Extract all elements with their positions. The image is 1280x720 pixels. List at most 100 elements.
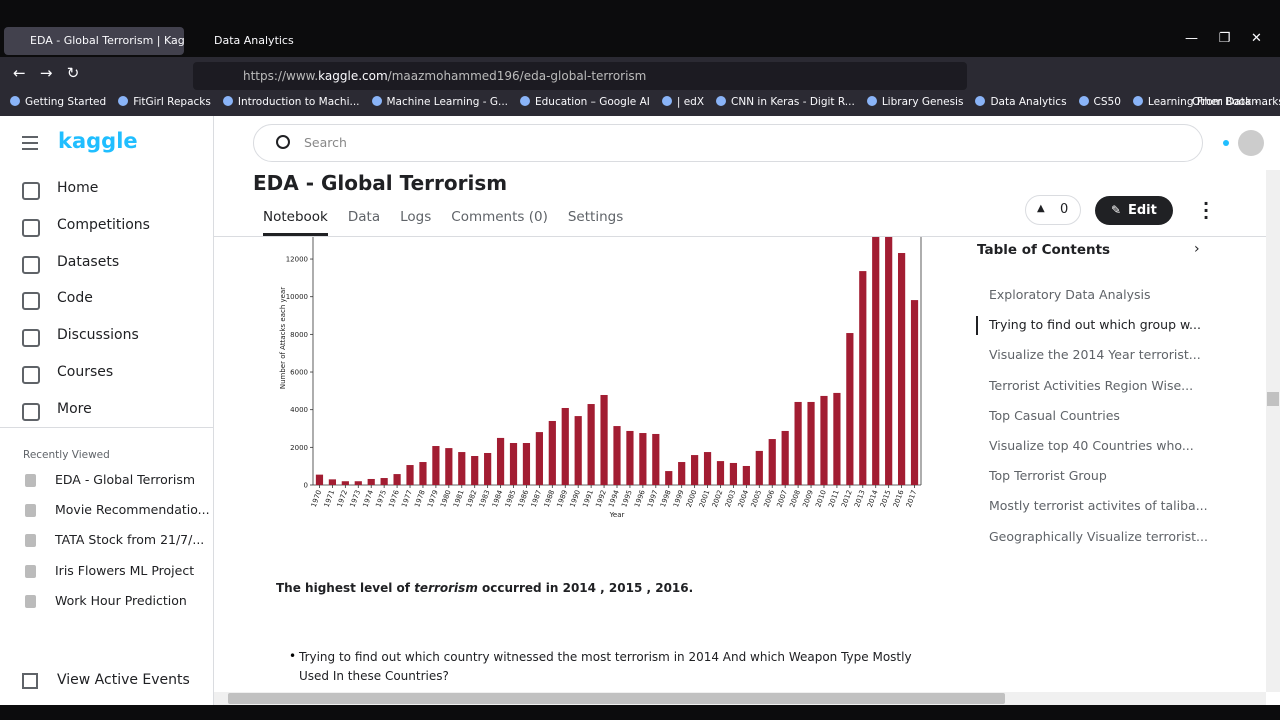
more-menu[interactable]: · · · [1203,194,1210,227]
bar [833,392,841,485]
bar [587,404,595,485]
upvote-arrow[interactable]: ▲ [1037,203,1045,214]
x-tick-label: 1995 [620,489,634,508]
toc-item[interactable]: Exploratory Data Analysis [989,287,1151,302]
x-tick-label: 2002 [711,489,725,508]
notebook-tab[interactable]: Settings [567,209,624,225]
bar [328,479,337,485]
window-controls[interactable]: — ❐ ✕ [1185,31,1262,46]
bookmark[interactable]: CS50 [1079,96,1121,108]
bar [432,446,440,485]
nav-item[interactable]: Code [57,290,93,307]
bookmark[interactable]: Library Genesis [867,96,964,108]
v-scroll-thumb[interactable] [1267,392,1279,406]
avatar[interactable] [1238,130,1264,156]
url-bar[interactable]: https://www.kaggle.com/maazmohammed196/e… [193,62,967,90]
nav-item[interactable]: More [57,400,92,417]
menu-icon[interactable] [22,136,38,150]
bookmark[interactable]: Introduction to Machi... [223,96,360,108]
notebook-tab[interactable]: Data [347,209,381,225]
bar [354,481,362,485]
bar [678,462,686,485]
divider [0,427,213,428]
toc-item[interactable]: Mostly terrorist activites of taliba... [989,498,1208,514]
x-tick-label: 2013 [853,489,867,508]
toc-toggle[interactable]: › [1194,241,1200,257]
bar [626,430,634,485]
bullet-text: Trying to find out which country witness… [299,650,912,683]
bookmark[interactable]: Education – Google AI [520,96,650,108]
logo[interactable]: kaggle [58,129,138,153]
x-tick-label: 2008 [788,489,802,508]
toc-item[interactable]: Geographically Visualize terrorist... [989,528,1208,544]
x-tick-label: 1990 [568,489,582,508]
v-scrollbar[interactable] [1266,170,1280,692]
bar [367,478,375,485]
browser-tab[interactable]: EDA - Global Terrorism | Kaggle [4,27,184,55]
bookmark[interactable]: Getting Started [10,96,106,108]
bar [820,395,828,485]
x-tick-label: 1984 [491,488,505,508]
recent-item[interactable]: Work Hour Prediction [55,592,187,608]
view-active-events[interactable]: View Active Events [57,672,190,688]
bar [406,465,414,485]
recent-item[interactable]: Movie Recommendatio... [55,502,210,518]
nav-icon [22,366,40,384]
browser-tab[interactable]: Data Analytics [214,34,294,47]
x-tick-label: 2007 [775,489,789,508]
taskbar [0,705,1280,720]
events-icon [22,673,38,689]
bookmark[interactable]: | edX [662,96,704,108]
edit-label: Edit [1128,203,1157,218]
h-scroll-thumb[interactable] [228,693,1005,704]
nav-item[interactable]: Discussions [57,327,139,344]
bar [471,456,479,485]
bar [600,394,608,485]
x-tick-label: 1980 [439,489,453,508]
x-tick-label: 2015 [879,489,893,508]
text: occurred in 2014 , 2015 , 2016. [477,581,694,595]
bookmark[interactable]: Learning From Data - ... [1133,96,1272,108]
bookmark[interactable]: CNN in Keras - Digit R... [716,96,855,108]
nav-buttons[interactable]: ← → ↻ [13,64,80,82]
x-tick-label: 2016 [892,488,906,508]
conclusion: The highest level of terrorism occurred … [276,581,693,595]
recent-item[interactable]: Iris Flowers ML Project [55,562,195,578]
notebook-tab[interactable]: Notebook [263,209,328,236]
bar [522,443,531,485]
search-box[interactable]: Search [253,124,1203,162]
bar [535,432,543,485]
x-tick-label: 2001 [698,489,712,508]
other-bookmarks[interactable]: Other Bookmarks [1192,96,1280,108]
toc-item[interactable]: Visualize top 40 Countries who... [989,438,1194,453]
notebook-tab[interactable]: Logs [400,209,432,225]
x-tick-label: 2003 [724,489,738,508]
bar [897,253,906,485]
notebook-tab[interactable]: Comments (0) [451,209,548,225]
x-tick-label: 1973 [349,489,363,508]
nav-item[interactable]: Home [57,180,99,196]
toc-item[interactable]: Terrorist Activities Region Wise... [989,377,1194,393]
edit-button[interactable]: Edit [1095,196,1173,225]
nav-icon [22,218,40,237]
bar [419,462,427,485]
x-tick-label: 2006 [762,488,776,508]
bookmark[interactable]: FitGirl Repacks [118,96,211,108]
bar [807,401,815,485]
nav-item[interactable]: Datasets [57,253,120,270]
toc-item[interactable]: Top Casual Countries [989,407,1120,423]
x-tick-label: 2012 [840,489,854,508]
toc-item[interactable]: Top Terrorist Group [989,468,1107,484]
nav-item[interactable]: Competitions [57,216,150,233]
recent-item[interactable]: EDA - Global Terrorism [55,472,196,487]
text: The highest level of [276,581,415,595]
recent-item[interactable]: TATA Stock from 21/7/... [55,532,205,548]
toc-item[interactable]: Visualize the 2014 Year terrorist... [989,347,1201,363]
bar [846,333,854,485]
bookmark[interactable]: Machine Learning - G... [372,96,509,108]
vote-button[interactable]: 0 [1025,195,1081,225]
nav-item[interactable]: Courses [57,364,114,380]
bookmark[interactable]: Data Analytics [975,96,1066,108]
toc-item[interactable]: Trying to find out which group w... [989,317,1201,333]
bar [768,439,776,485]
